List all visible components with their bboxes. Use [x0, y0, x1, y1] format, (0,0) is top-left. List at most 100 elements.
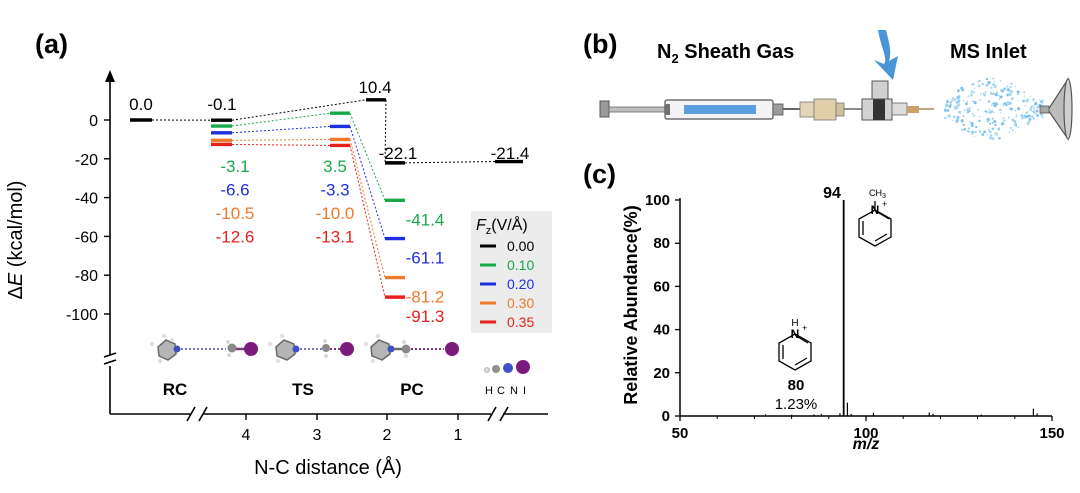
spray-droplet — [1010, 127, 1012, 130]
spray-droplet — [984, 110, 987, 113]
energy-label: -13.1 — [316, 228, 355, 247]
ms-x-tick-label: 50 — [672, 425, 689, 442]
spray-droplet — [1020, 114, 1023, 117]
ms-inlet-label: MS Inlet — [950, 41, 1027, 63]
energy-label: -10.0 — [316, 204, 355, 223]
spray-droplet — [945, 103, 947, 105]
spray-droplet — [998, 98, 1001, 100]
spray-droplet — [1029, 95, 1031, 97]
energy-connector — [231, 125, 331, 134]
spray-droplet — [1015, 114, 1018, 117]
spray-droplet — [957, 116, 960, 119]
spray-droplet — [970, 93, 973, 97]
y-tick-label: -100 — [66, 307, 98, 324]
spray-droplet — [960, 86, 964, 90]
spray-droplet — [1033, 107, 1035, 110]
molecule-ts — [267, 333, 354, 364]
spray-droplet — [951, 96, 954, 99]
spray-droplet — [1005, 101, 1007, 104]
spray-droplet — [983, 130, 987, 134]
molecule-pc — [363, 333, 459, 364]
spray-droplet — [1041, 102, 1044, 104]
spray-droplet — [989, 122, 992, 125]
spray-droplet — [951, 100, 953, 102]
energy-axes — [105, 70, 548, 415]
minor-peak-label: 80 — [788, 377, 805, 394]
spray-droplet — [1041, 116, 1044, 119]
atom-legend: H C N I — [484, 360, 530, 397]
spray-droplet — [971, 112, 974, 115]
fitting — [799, 98, 862, 121]
spray-droplet — [988, 111, 990, 113]
energy-labels: 0.0 -0.1 10.4 -22.1 -21.4 -3.1 3.5 -41.4 -6.6 -3.… — [129, 78, 529, 326]
ms-y-tick-label: 40 — [653, 322, 670, 339]
spray-droplet — [946, 104, 948, 107]
spray-droplet — [977, 108, 979, 111]
spray-droplet — [966, 107, 970, 112]
spray-droplet — [962, 123, 965, 127]
spray-droplet — [1035, 112, 1037, 115]
ms-x-ticks: 50 100 150 — [672, 416, 1065, 442]
spray-droplet — [965, 102, 968, 106]
y-axis-label: ΔE (kcal/mol) — [5, 181, 27, 300]
energy-connectors — [151, 99, 496, 298]
spray-droplet — [955, 101, 959, 104]
y-tick-label: -20 — [75, 152, 98, 169]
stage-label-rc: RC — [163, 380, 188, 399]
tee-connector — [861, 80, 934, 121]
spray-droplet — [999, 112, 1002, 114]
legend-label: 0.20 — [507, 276, 534, 292]
spray-droplet — [977, 84, 981, 88]
spray-droplet — [1027, 111, 1029, 113]
x-tick-label: 3 — [313, 427, 322, 444]
spray-droplet — [969, 121, 971, 123]
y-tick-label: -40 — [75, 191, 98, 208]
pyridinium-structure — [778, 333, 812, 371]
x-axis-break-right — [487, 406, 509, 422]
spray-droplet — [1006, 88, 1010, 92]
spray-droplet — [1032, 98, 1035, 101]
spray-droplet — [992, 77, 994, 80]
spray-droplet — [1027, 114, 1030, 118]
spray-droplet — [952, 115, 956, 119]
legend-label: 0.00 — [507, 238, 534, 254]
spray-droplet — [1002, 104, 1005, 107]
spray-droplet — [955, 119, 959, 123]
spray-droplet — [946, 109, 950, 112]
spray-droplet — [1009, 86, 1012, 89]
methylpyridinium-n: N — [871, 203, 880, 217]
spray-droplet — [970, 121, 974, 125]
ms-axes — [679, 198, 1052, 417]
spray-droplet — [993, 112, 995, 114]
spray-droplet — [990, 91, 992, 94]
panel-label-c: (c) — [583, 159, 616, 189]
x-tick-label: 1 — [454, 427, 463, 444]
spray-droplet — [1016, 90, 1020, 94]
energy-connector — [349, 145, 386, 298]
x-axis-break-left — [186, 406, 208, 422]
spray-droplet — [987, 134, 989, 136]
spray-droplet — [994, 132, 998, 136]
ms-y-tick-label: 20 — [653, 365, 670, 382]
spray-droplet — [1000, 122, 1005, 126]
ms-x-tick-label: 100 — [853, 425, 878, 442]
spray-droplet — [988, 108, 990, 111]
legend-title: Fz(V/Å) — [476, 215, 528, 237]
ms-y-tick-label: 80 — [653, 235, 670, 252]
energy-label: -0.1 — [207, 95, 236, 114]
energy-label: -61.1 — [406, 249, 445, 268]
spray-droplet — [971, 132, 974, 135]
spray-droplet — [1039, 99, 1041, 101]
spray-droplet — [978, 130, 982, 133]
spray-droplet — [969, 107, 971, 109]
spray-droplet — [1035, 109, 1039, 113]
stage-label-pc: PC — [400, 380, 424, 399]
spray-droplet — [1010, 82, 1013, 85]
methylpyridinium-charge: + — [882, 199, 887, 209]
energy-connector — [231, 138, 331, 141]
spray-droplet — [1040, 100, 1043, 103]
spray-droplet — [1036, 114, 1040, 117]
x-tick-label: 4 — [242, 427, 251, 444]
spray-droplet — [953, 106, 957, 109]
